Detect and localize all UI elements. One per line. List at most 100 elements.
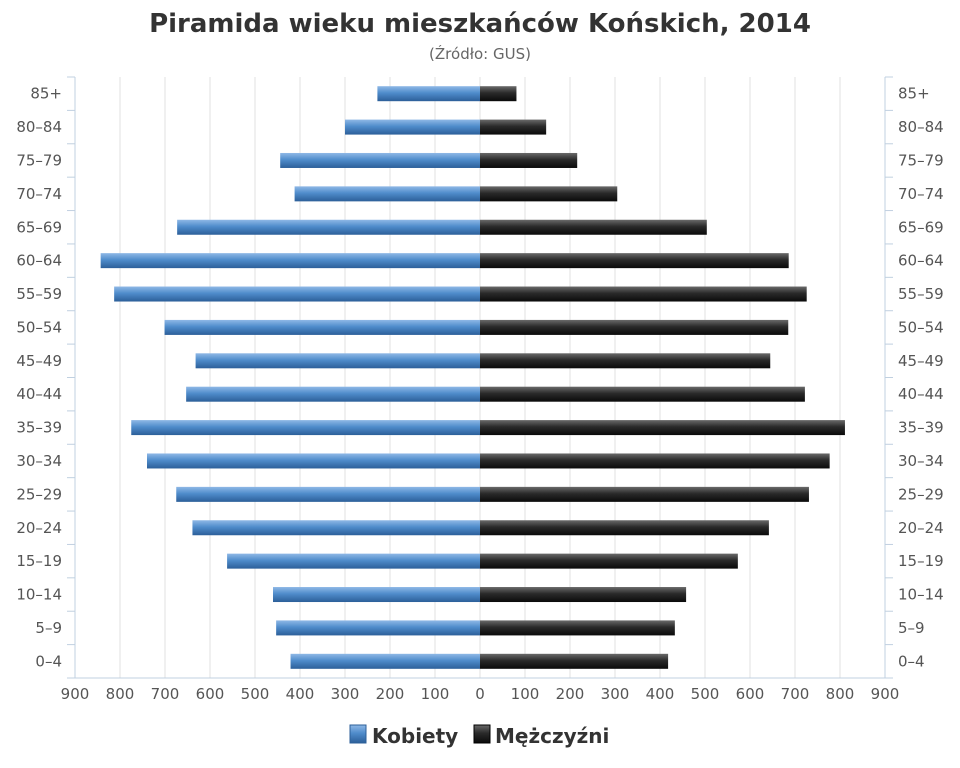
category-label-right: 85+ [898, 85, 930, 103]
bar-mezczyzni-0[interactable] [480, 86, 517, 102]
category-label-right: 50–54 [898, 318, 944, 336]
category-label-left: 55–59 [16, 285, 62, 303]
category-label-right: 45–49 [898, 352, 944, 370]
bar-kobiety-14[interactable] [227, 553, 480, 569]
bar-mezczyzni-7[interactable] [480, 319, 789, 335]
category-labels-right: 85+ 80–84 75–79 70–74 65–69 60–64 55–59 50–54 45… [898, 85, 944, 671]
category-label-left: 65–69 [16, 218, 62, 236]
category-label-right: 65–69 [898, 218, 944, 236]
category-label-right: 30–34 [898, 452, 944, 470]
bar-mezczyzni-15[interactable] [480, 587, 687, 603]
x-tick-label: 500 [241, 685, 270, 703]
x-tick-label: 600 [736, 685, 765, 703]
category-label-left: 80–84 [16, 118, 62, 136]
bar-mezczyzni-5[interactable] [480, 253, 789, 269]
category-label-right: 60–64 [898, 252, 944, 270]
x-tick-label: 200 [376, 685, 405, 703]
bar-kobiety-2[interactable] [280, 152, 480, 168]
legend-item-mezczyzni[interactable]: Mężczyźni [473, 724, 609, 748]
category-label-left: 40–44 [16, 385, 62, 403]
legend-label-kobiety: Kobiety [372, 724, 458, 748]
x-tick-label: 500 [691, 685, 720, 703]
category-label-right: 80–84 [898, 118, 944, 136]
category-label-left: 30–34 [16, 452, 62, 470]
bar-mezczyzni-4[interactable] [480, 219, 707, 235]
bar-kobiety-12[interactable] [176, 486, 480, 502]
category-label-left: 50–54 [16, 318, 62, 336]
chart-title: Piramida wieku mieszkańców Końskich, 201… [149, 9, 811, 39]
x-tick-label: 800 [826, 685, 855, 703]
bar-kobiety-6[interactable] [114, 286, 481, 302]
bar-kobiety-8[interactable] [195, 353, 480, 369]
bar-kobiety-10[interactable] [131, 420, 480, 436]
legend-label-mezczyzni: Mężczyźni [495, 724, 609, 748]
category-label-right: 10–14 [898, 586, 944, 604]
category-label-left: 85+ [30, 85, 62, 103]
category-label-left: 10–14 [16, 586, 62, 604]
category-label-right: 70–74 [898, 185, 944, 203]
x-tick-label: 300 [601, 685, 630, 703]
bar-kobiety-3[interactable] [294, 186, 480, 202]
category-label-right: 0–4 [898, 652, 925, 670]
category-label-left: 25–29 [16, 485, 62, 503]
x-tick-label: 100 [511, 685, 540, 703]
bar-kobiety-5[interactable] [100, 253, 481, 269]
x-tick-label: 700 [151, 685, 180, 703]
bar-mezczyzni-17[interactable] [480, 653, 669, 669]
axes [67, 76, 893, 679]
bar-kobiety-1[interactable] [345, 119, 480, 135]
bar-kobiety-16[interactable] [276, 620, 480, 636]
bar-mezczyzni-11[interactable] [480, 453, 830, 469]
category-label-right: 15–19 [898, 552, 944, 570]
bar-mezczyzni-10[interactable] [480, 420, 845, 436]
bars-mezczyzni [480, 86, 845, 669]
category-label-right: 35–39 [898, 419, 944, 437]
x-tick-label: 600 [196, 685, 225, 703]
category-label-left: 75–79 [16, 151, 62, 169]
bar-mezczyzni-12[interactable] [480, 486, 809, 502]
category-label-left: 15–19 [16, 552, 62, 570]
grid-lines [74, 77, 886, 678]
bar-kobiety-17[interactable] [290, 653, 480, 669]
bar-kobiety-13[interactable] [192, 520, 480, 536]
category-label-right: 20–24 [898, 519, 944, 537]
bar-kobiety-11[interactable] [147, 453, 480, 469]
x-tick-label: 900 [871, 685, 900, 703]
x-tick-label: 0 [475, 685, 485, 703]
x-tick-label: 100 [421, 685, 450, 703]
x-tick-label: 200 [556, 685, 585, 703]
bars-kobiety [100, 86, 481, 669]
legend-swatch-kobiety [349, 724, 367, 744]
category-label-right: 5–9 [898, 619, 925, 637]
x-axis-tick-labels: 900 800 700 600 500 400 300 200 100 0 100 200 300 400… [61, 685, 900, 703]
bar-mezczyzni-9[interactable] [480, 386, 805, 402]
bar-kobiety-15[interactable] [273, 587, 480, 603]
category-label-left: 60–64 [16, 252, 62, 270]
bar-mezczyzni-1[interactable] [480, 119, 547, 135]
legend-swatch-mezczyzni [473, 724, 491, 744]
category-label-left: 35–39 [16, 419, 62, 437]
x-tick-label: 400 [286, 685, 315, 703]
category-label-left: 0–4 [35, 652, 62, 670]
bar-kobiety-7[interactable] [164, 319, 481, 335]
x-tick-label: 800 [106, 685, 135, 703]
bar-mezczyzni-16[interactable] [480, 620, 675, 636]
category-label-right: 55–59 [898, 285, 944, 303]
bar-mezczyzni-8[interactable] [480, 353, 771, 369]
category-label-left: 45–49 [16, 352, 62, 370]
bar-mezczyzni-14[interactable] [480, 553, 738, 569]
x-tick-label: 300 [331, 685, 360, 703]
category-labels-left: 85+ 80–84 75–79 70–74 65–69 60–64 55–59 50–54 45… [16, 85, 62, 671]
bar-mezczyzni-3[interactable] [480, 186, 618, 202]
x-tick-label: 700 [781, 685, 810, 703]
category-label-left: 5–9 [35, 619, 62, 637]
bar-kobiety-4[interactable] [177, 219, 480, 235]
legend-item-kobiety[interactable]: Kobiety [349, 724, 458, 748]
bar-kobiety-9[interactable] [186, 386, 480, 402]
bar-mezczyzni-2[interactable] [480, 152, 578, 168]
bar-mezczyzni-13[interactable] [480, 520, 769, 536]
chart-subtitle: (Źródło: GUS) [429, 44, 531, 63]
bar-mezczyzni-6[interactable] [480, 286, 807, 302]
bar-kobiety-0[interactable] [377, 86, 480, 102]
